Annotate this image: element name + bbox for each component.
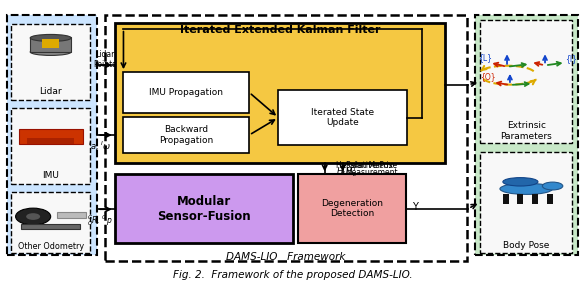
Text: $H_L H_L^T$: $H_L H_L^T$ — [336, 164, 359, 179]
Bar — [11, 109, 90, 184]
Bar — [22, 224, 80, 229]
Bar — [6, 15, 97, 255]
Text: Lidar
Points: Lidar Points — [94, 50, 117, 69]
Text: DAMS-LIO   Framework: DAMS-LIO Framework — [226, 252, 346, 262]
Bar — [105, 15, 467, 261]
Bar — [30, 37, 71, 52]
Bar — [475, 15, 578, 255]
Ellipse shape — [30, 49, 71, 56]
Ellipse shape — [503, 178, 538, 186]
Bar — [517, 194, 523, 204]
Bar — [19, 129, 83, 144]
Circle shape — [16, 208, 50, 225]
Text: Iterated Extended Kalman Filter: Iterated Extended Kalman Filter — [179, 25, 380, 35]
Bar — [547, 194, 553, 204]
Bar — [480, 152, 573, 253]
Bar — [298, 174, 406, 243]
Bar — [28, 138, 74, 144]
Text: IMU: IMU — [42, 171, 59, 180]
Text: Degeneration
Detection: Degeneration Detection — [321, 199, 383, 218]
Text: Measurement: Measurement — [346, 168, 398, 177]
Text: Modular
Sensor-Fusion: Modular Sensor-Fusion — [157, 195, 251, 222]
Bar — [56, 212, 86, 218]
Text: ${}^{I}a$, ${}^{I}\omega$: ${}^{I}a$, ${}^{I}\omega$ — [88, 139, 112, 153]
Bar — [115, 23, 445, 163]
Text: Hessian Matrix: Hessian Matrix — [336, 161, 394, 170]
Text: Y: Y — [412, 202, 418, 212]
Bar — [115, 174, 293, 243]
Text: Lidar: Lidar — [39, 87, 62, 96]
Bar — [42, 39, 59, 48]
Bar — [124, 117, 249, 153]
Bar — [124, 72, 249, 113]
Bar — [503, 194, 509, 204]
Text: Fig. 2.  Framework of the proposed DAMS-LIO.: Fig. 2. Framework of the proposed DAMS-L… — [173, 270, 413, 280]
Text: {O}: {O} — [480, 73, 496, 81]
Text: Extrinsic
Parameters: Extrinsic Parameters — [500, 121, 552, 140]
Bar — [11, 25, 90, 100]
Text: Iterated State
Update: Iterated State Update — [311, 108, 374, 127]
Circle shape — [26, 213, 40, 220]
Text: {L}: {L} — [478, 53, 492, 62]
Bar — [11, 192, 90, 253]
Text: Other Odometry: Other Odometry — [18, 242, 84, 251]
Ellipse shape — [542, 182, 563, 190]
Text: Backward
Propagation: Backward Propagation — [159, 125, 213, 145]
Text: {I}: {I} — [565, 54, 577, 63]
Bar — [278, 90, 407, 145]
Text: IMU Propagation: IMU Propagation — [149, 88, 223, 97]
Ellipse shape — [30, 34, 71, 41]
Bar — [532, 194, 538, 204]
Text: Relative Pose: Relative Pose — [346, 161, 397, 170]
Text: Body Pose: Body Pose — [503, 241, 550, 250]
Ellipse shape — [500, 183, 553, 194]
Text: ${}^G_{\mathit{O}}R$, ${}^G\mathit{p}$: ${}^G_{\mathit{O}}R$, ${}^G\mathit{p}$ — [87, 213, 113, 228]
Bar — [480, 20, 573, 144]
